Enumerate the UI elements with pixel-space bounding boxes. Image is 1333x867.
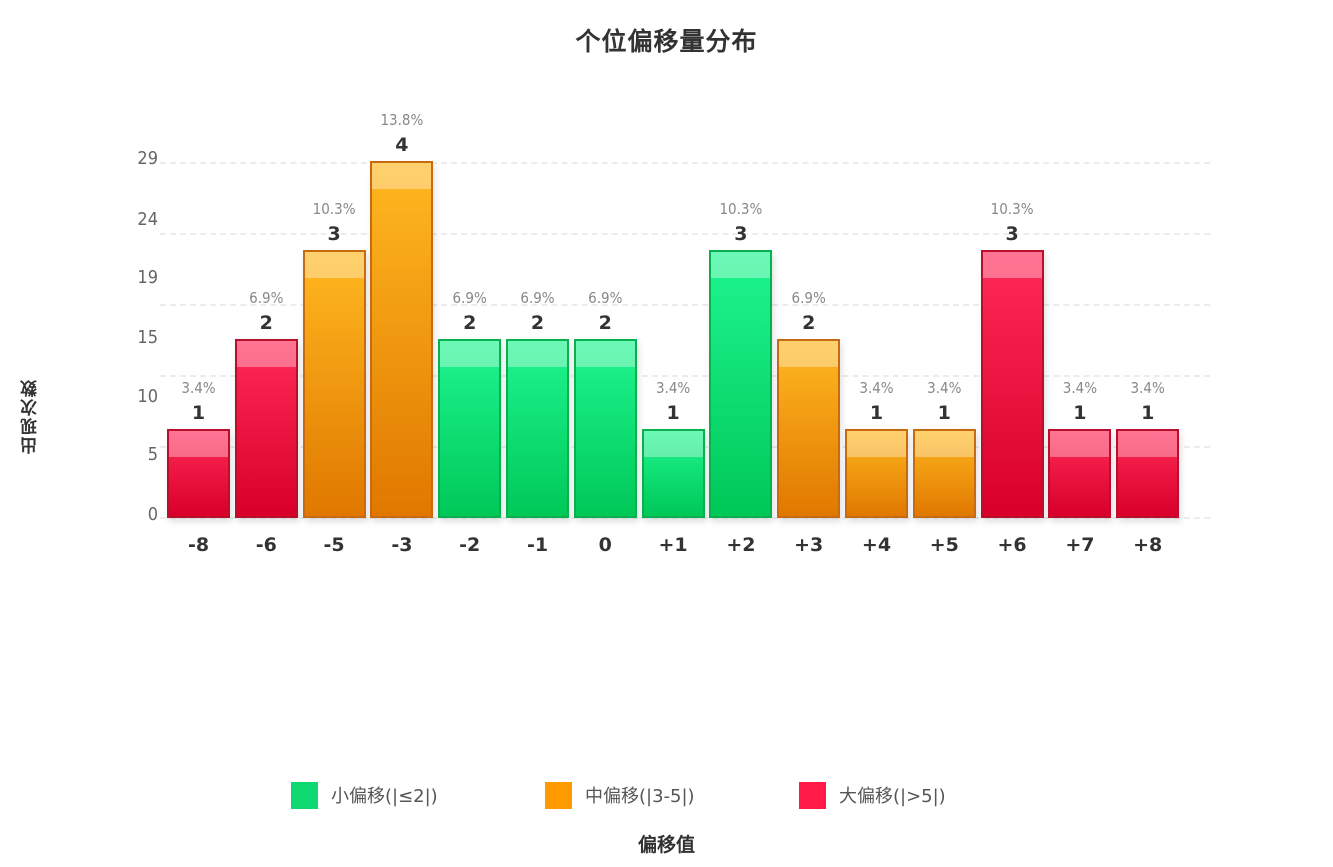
legend-label: 小偏移(|≤2|) bbox=[331, 786, 438, 807]
y-axis-label: 出现次数 bbox=[21, 378, 41, 454]
bar-highlight bbox=[711, 252, 771, 279]
x-tick-label: -3 bbox=[391, 534, 413, 556]
legend-label: 中偏移(|3-5|) bbox=[585, 786, 695, 807]
bar-percent-label: 10.3% bbox=[312, 200, 356, 219]
bar-highlight bbox=[1118, 430, 1178, 457]
bar-highlight bbox=[779, 341, 839, 368]
x-tick-label: 0 bbox=[598, 534, 612, 556]
bar-count-label: 4 bbox=[395, 133, 409, 156]
chart-title: 个位偏移量分布 bbox=[575, 27, 758, 56]
y-tick-label: 24 bbox=[137, 209, 158, 230]
bar-count-label: 1 bbox=[1141, 401, 1155, 424]
legend-swatch-medium bbox=[545, 781, 572, 809]
bar-percent-label: 3.4% bbox=[655, 378, 691, 397]
x-tick-label: +7 bbox=[1065, 534, 1095, 556]
bar-percent-label: 6.9% bbox=[520, 289, 555, 308]
bar-count-label: 1 bbox=[666, 401, 680, 424]
bar-count-label: 3 bbox=[1005, 223, 1019, 246]
bar-+5[interactable] bbox=[912, 428, 976, 518]
x-tick-label: +1 bbox=[658, 534, 688, 556]
legend-swatch-large bbox=[799, 781, 826, 809]
bar-count-label: 2 bbox=[598, 312, 612, 335]
y-tick-label: 15 bbox=[137, 327, 158, 348]
bar-count-label: 1 bbox=[1073, 401, 1087, 424]
gridline bbox=[160, 162, 1210, 164]
x-tick-label: +5 bbox=[929, 534, 959, 556]
gridline bbox=[160, 517, 1210, 519]
x-axis-label: 偏移值 bbox=[637, 834, 695, 856]
bar-percent-label: 3.4% bbox=[927, 378, 962, 397]
bar-highlight bbox=[847, 430, 906, 457]
x-tick-label: +2 bbox=[726, 534, 756, 556]
bar-highlight bbox=[508, 341, 567, 368]
bar-percent-label: 3.4% bbox=[859, 378, 894, 397]
x-tick-label: +3 bbox=[794, 534, 824, 556]
bar-+2[interactable] bbox=[709, 250, 773, 518]
x-tick-label: -5 bbox=[323, 534, 345, 556]
gridline bbox=[160, 233, 1210, 235]
x-tick-label: -8 bbox=[187, 534, 210, 556]
bar-percent-label: 3.4% bbox=[181, 378, 216, 397]
bar-percent-label: 6.9% bbox=[249, 289, 284, 308]
bar-+3[interactable] bbox=[777, 339, 841, 518]
bar--3[interactable] bbox=[370, 160, 434, 518]
bar-count-label: 2 bbox=[463, 312, 477, 335]
bar-highlight bbox=[236, 341, 296, 368]
x-tick-label: +4 bbox=[861, 534, 892, 556]
gridline bbox=[160, 304, 1210, 306]
bar-percent-label: 3.4% bbox=[1130, 378, 1165, 397]
bar--2[interactable] bbox=[438, 339, 502, 518]
x-tick-label: +6 bbox=[997, 534, 1027, 556]
bar-highlight bbox=[982, 252, 1042, 279]
legend-label: 大偏移(|>5|) bbox=[839, 786, 946, 807]
bar-percent-label: 6.9% bbox=[588, 289, 623, 308]
bar--5[interactable] bbox=[302, 250, 366, 518]
x-tick-label: -2 bbox=[459, 534, 481, 556]
bar-highlight bbox=[914, 430, 974, 457]
bar--6[interactable] bbox=[234, 339, 298, 518]
bar-highlight bbox=[575, 341, 635, 368]
x-tick-label: -1 bbox=[526, 534, 549, 556]
y-tick-label: 5 bbox=[147, 444, 158, 465]
bar-+6[interactable] bbox=[980, 250, 1044, 518]
bar--1[interactable] bbox=[506, 339, 569, 518]
bar-percent-label: 6.9% bbox=[791, 289, 826, 308]
bar-+1[interactable] bbox=[641, 428, 705, 518]
bar-highlight bbox=[1050, 430, 1110, 457]
bar-+4[interactable] bbox=[845, 428, 908, 518]
bar-count-label: 2 bbox=[259, 312, 273, 335]
gridline bbox=[160, 375, 1210, 377]
bar-count-label: 3 bbox=[734, 223, 748, 246]
bar-highlight bbox=[440, 341, 500, 368]
y-tick-label: 19 bbox=[137, 267, 158, 288]
bar-percent-label: 6.9% bbox=[452, 289, 487, 308]
x-tick-label: +8 bbox=[1133, 534, 1163, 556]
bar-count-label: 3 bbox=[327, 223, 341, 246]
bar-count-label: 2 bbox=[530, 312, 545, 335]
legend-item-medium[interactable]: 中偏移(|3-5|) bbox=[545, 780, 695, 810]
legend-item-large[interactable]: 大偏移(|>5|) bbox=[799, 780, 946, 810]
bar-+8[interactable] bbox=[1116, 428, 1180, 518]
bar-count-label: 2 bbox=[802, 312, 816, 335]
bar--8[interactable] bbox=[167, 428, 230, 518]
y-tick-label: 29 bbox=[137, 148, 158, 169]
bar-percent-label: 13.8% bbox=[380, 110, 424, 129]
x-tick-label: -6 bbox=[255, 534, 277, 556]
bar-highlight bbox=[372, 162, 432, 189]
bar-highlight bbox=[304, 252, 364, 279]
legend-item-small[interactable]: 小偏移(|≤2|) bbox=[291, 780, 438, 810]
bar-percent-label: 3.4% bbox=[1062, 378, 1098, 397]
y-tick-label: 0 bbox=[147, 504, 158, 525]
bar-highlight bbox=[643, 430, 703, 457]
bar-+7[interactable] bbox=[1048, 428, 1112, 518]
bar-highlight bbox=[169, 430, 228, 457]
bar-count-label: 1 bbox=[191, 401, 206, 424]
y-tick-label: 10 bbox=[137, 386, 158, 407]
bar-0[interactable] bbox=[573, 339, 637, 518]
bar-count-label: 1 bbox=[937, 401, 951, 424]
bar-count-label: 1 bbox=[869, 401, 884, 424]
bar-percent-label: 10.3% bbox=[990, 200, 1034, 219]
bar-percent-label: 10.3% bbox=[719, 200, 763, 219]
legend-swatch-small bbox=[291, 781, 318, 809]
